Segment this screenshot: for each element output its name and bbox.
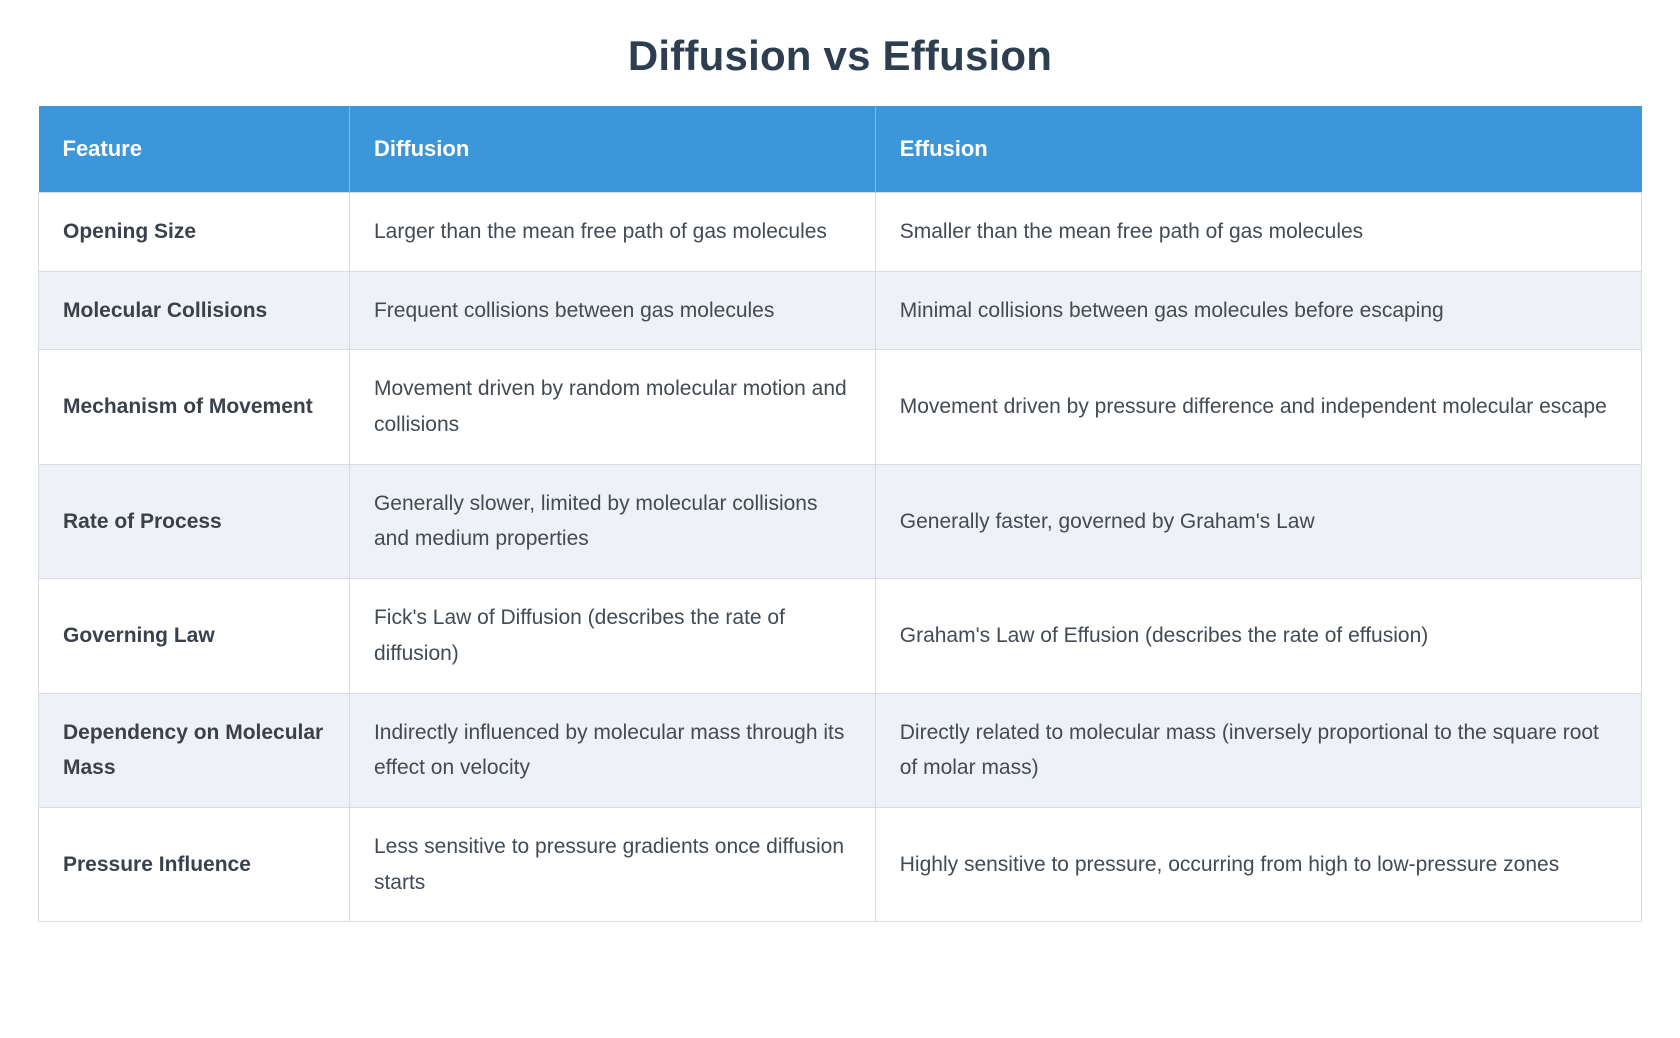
effusion-cell: Graham's Law of Effusion (describes the … <box>874 578 1643 694</box>
feature-cell: Dependency on Molecular Mass <box>38 692 350 808</box>
diffusion-cell: Movement driven by random molecular moti… <box>348 349 876 465</box>
feature-cell: Governing Law <box>38 578 350 694</box>
header-cell-effusion: Effusion <box>875 106 1642 193</box>
comparison-table: Feature Diffusion Effusion Opening Size … <box>38 106 1643 923</box>
feature-cell: Rate of Process <box>38 463 350 580</box>
table-row: Mechanism of Movement Movement driven by… <box>38 349 1643 465</box>
effusion-cell: Minimal collisions between gas molecules… <box>874 270 1643 351</box>
page-title: Diffusion vs Effusion <box>627 32 1053 79</box>
table-row: Molecular Collisions Frequent collisions… <box>38 270 1643 351</box>
table-row: Rate of Process Generally slower, limite… <box>38 463 1643 580</box>
header-cell-diffusion: Diffusion <box>349 106 876 193</box>
effusion-cell: Highly sensitive to pressure, occurring … <box>874 806 1643 923</box>
diffusion-cell: Less sensitive to pressure gradients onc… <box>348 806 876 923</box>
diffusion-cell: Indirectly influenced by molecular mass … <box>348 692 876 808</box>
feature-cell: Pressure Influence <box>38 806 350 923</box>
feature-cell: Mechanism of Movement <box>38 349 350 465</box>
effusion-cell: Directly related to molecular mass (inve… <box>874 692 1643 808</box>
header-cell-feature: Feature <box>38 106 350 193</box>
feature-cell: Opening Size <box>38 192 350 272</box>
page-container: Diffusion vs Effusion Feature Diffusion … <box>38 32 1643 923</box>
diffusion-cell: Fick's Law of Diffusion (describes the r… <box>348 578 876 694</box>
table-row: Pressure Influence Less sensitive to pre… <box>38 806 1643 923</box>
table-header-row: Feature Diffusion Effusion <box>38 106 1642 193</box>
table-row: Governing Law Fick's Law of Diffusion (d… <box>38 578 1643 694</box>
diffusion-cell: Generally slower, limited by molecular c… <box>348 463 876 580</box>
table-row: Dependency on Molecular Mass Indirectly … <box>38 692 1643 808</box>
diffusion-cell: Frequent collisions between gas molecule… <box>348 270 876 351</box>
effusion-cell: Movement driven by pressure difference a… <box>874 349 1643 465</box>
table-row: Opening Size Larger than the mean free p… <box>38 192 1643 272</box>
effusion-cell: Generally faster, governed by Graham's L… <box>874 463 1643 580</box>
diffusion-cell: Larger than the mean free path of gas mo… <box>348 192 876 272</box>
feature-cell: Molecular Collisions <box>38 270 350 351</box>
effusion-cell: Smaller than the mean free path of gas m… <box>874 192 1643 272</box>
